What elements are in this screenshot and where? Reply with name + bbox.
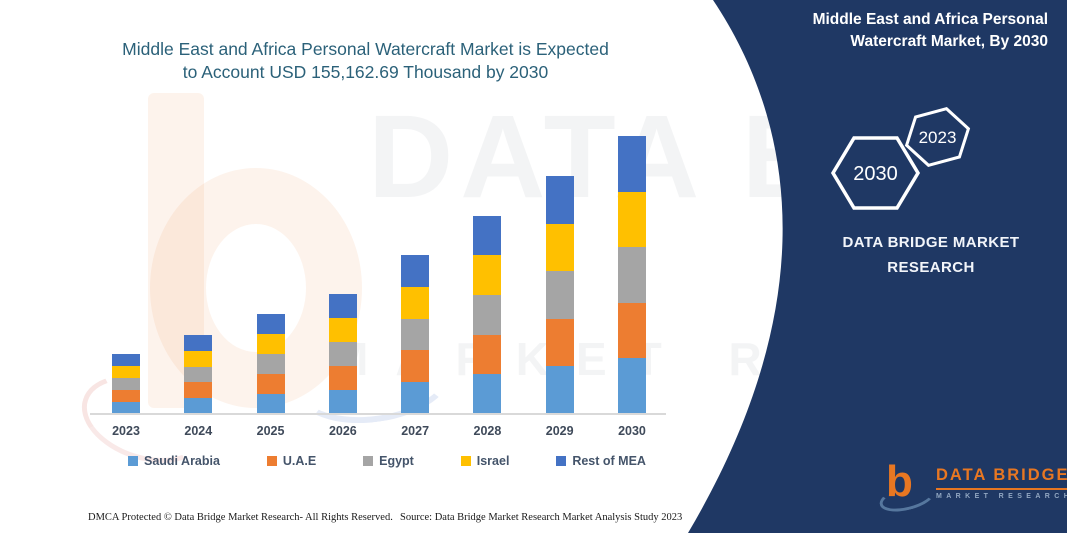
bar-segment-2024-u-a-e [184, 382, 213, 399]
bar-segment-2027-saudi-arabia [401, 382, 430, 414]
bar-segment-2025-rest-of-mea [256, 314, 285, 334]
bar-segment-2024-saudi-arabia [184, 398, 213, 414]
legend-label: Saudi Arabia [144, 454, 220, 468]
dbmr-logo-sub-text: MARKET RESEARCH [936, 493, 1067, 500]
bar-segment-2030-saudi-arabia [617, 358, 646, 414]
legend-item-rest-of-mea: Rest of MEA [556, 454, 646, 468]
legend-label: Rest of MEA [572, 454, 646, 468]
bar-segment-2023-egypt [112, 378, 140, 390]
bar-segment-2026-egypt [328, 342, 357, 366]
x-tick-2030: 2030 [618, 424, 646, 438]
hexagon-2023-icon [904, 107, 971, 167]
bar-segment-2025-israel [256, 334, 285, 354]
chart-legend: Saudi Arabia U.A.E Egypt Israel Rest of MEA [128, 454, 646, 468]
bar-chart [112, 130, 646, 414]
bar-2026 [328, 294, 357, 414]
x-tick-2023: 2023 [112, 424, 140, 438]
legend-item-egypt: Egypt [363, 454, 414, 468]
bar-segment-2030-egypt [617, 247, 646, 303]
chart-title: Middle East and Africa Personal Watercra… [78, 38, 653, 84]
legend-swatch-icon [460, 456, 471, 466]
hexagon-2023-year: 2023 [919, 128, 957, 147]
bar-segment-2028-rest-of-mea [473, 215, 502, 256]
legend-label: Egypt [379, 454, 414, 468]
bar-segment-2026-saudi-arabia [328, 390, 357, 414]
bar-segment-2024-rest-of-mea [184, 335, 213, 351]
dbmr-logo-main-text: DATA BRIDGE [936, 466, 1067, 490]
bar-segment-2027-israel [401, 286, 430, 319]
bar-segment-2028-u-a-e [473, 334, 502, 375]
panel-brand-text: DATA BRIDGE MARKET RESEARCH [826, 230, 1036, 280]
bar-segment-2029-saudi-arabia [545, 366, 574, 414]
bar-segment-2023-rest-of-mea [112, 354, 140, 366]
bar-segment-2027-u-a-e [401, 350, 430, 383]
legend-item-israel: Israel [460, 454, 510, 468]
x-tick-2025: 2025 [256, 424, 285, 438]
bar-segment-2025-saudi-arabia [256, 394, 285, 414]
panel-title: Middle East and Africa Personal Watercra… [730, 9, 1048, 53]
bar-2030 [617, 136, 646, 414]
bar-2024 [184, 335, 213, 414]
bar-segment-2023-u-a-e [112, 390, 140, 402]
legend-item-saudi-arabia: Saudi Arabia [128, 454, 220, 468]
bar-segment-2028-saudi-arabia [473, 374, 502, 414]
bar-segment-2023-saudi-arabia [112, 402, 140, 414]
panel-title-line1: Middle East and Africa Personal [812, 11, 1048, 28]
bar-2023 [112, 354, 140, 414]
x-tick-2028: 2028 [473, 424, 502, 438]
hexagon-2030-icon [830, 136, 921, 210]
bar-segment-2030-israel [617, 191, 646, 248]
legend-swatch-icon [556, 456, 567, 466]
bar-segment-2028-israel [473, 255, 502, 295]
x-axis-line [90, 413, 666, 415]
legend-label: Israel [476, 454, 510, 468]
bar-segment-2028-egypt [473, 294, 502, 335]
bar-2027 [401, 255, 430, 414]
legend-label: U.A.E [282, 454, 317, 468]
bar-segment-2026-u-a-e [328, 366, 357, 390]
bar-2025 [256, 314, 285, 414]
bar-segment-2027-egypt [401, 318, 430, 351]
hexagon-badges: 2030 2023 [830, 107, 971, 210]
hexagon-2030-year: 2030 [853, 163, 898, 185]
bar-segment-2025-egypt [256, 354, 285, 374]
x-tick-2029: 2029 [545, 424, 574, 438]
bar-segment-2029-rest-of-mea [545, 176, 574, 224]
bar-segment-2029-u-a-e [545, 318, 574, 367]
dbmr-logo: b DATA BRIDGE MARKET RESEARCH [876, 457, 1067, 517]
chart-title-line2: to Account USD 155,162.69 Thousand by 20… [182, 62, 549, 82]
x-tick-2024: 2024 [184, 424, 213, 438]
dbmr-logo-b: b [886, 457, 913, 506]
bar-2028 [473, 215, 502, 414]
footer-dmca-text: DMCA Protected © Data Bridge Market Rese… [88, 512, 393, 523]
bar-segment-2029-egypt [545, 271, 574, 319]
legend-swatch-icon [363, 456, 374, 466]
bar-segment-2025-u-a-e [256, 374, 285, 394]
bar-segment-2030-rest-of-mea [617, 136, 646, 192]
chart-title-line1: Middle East and Africa Personal Watercra… [122, 39, 609, 59]
bar-segment-2023-israel [112, 366, 140, 378]
x-tick-2027: 2027 [401, 424, 430, 438]
bar-segment-2030-u-a-e [617, 302, 646, 359]
bar-segment-2026-rest-of-mea [328, 294, 357, 318]
legend-swatch-icon [128, 456, 138, 466]
legend-swatch-icon [266, 456, 277, 466]
panel-title-line2: Watercraft Market, By 2030 [850, 33, 1048, 50]
bar-segment-2024-egypt [184, 366, 213, 383]
bar-segment-2024-israel [184, 350, 213, 367]
dbmr-logo-mark-icon: b [876, 457, 938, 517]
bar-segment-2027-rest-of-mea [401, 255, 430, 287]
bar-segment-2029-israel [545, 223, 574, 272]
footer-source-text: Source: Data Bridge Market Research Mark… [400, 512, 683, 523]
bar-2029 [545, 176, 574, 414]
panel-brand-line1: DATA BRIDGE MARKET [842, 234, 1020, 251]
x-axis-labels: 2023 2024 2025 2026 2027 2028 2029 2030 [112, 424, 646, 438]
legend-item-u-a-e: U.A.E [266, 454, 317, 468]
x-tick-2026: 2026 [328, 424, 357, 438]
dbmr-logo-text: DATA BRIDGE MARKET RESEARCH [936, 466, 1067, 500]
panel-brand-line2: RESEARCH [887, 259, 975, 276]
bar-segment-2026-israel [328, 318, 357, 342]
